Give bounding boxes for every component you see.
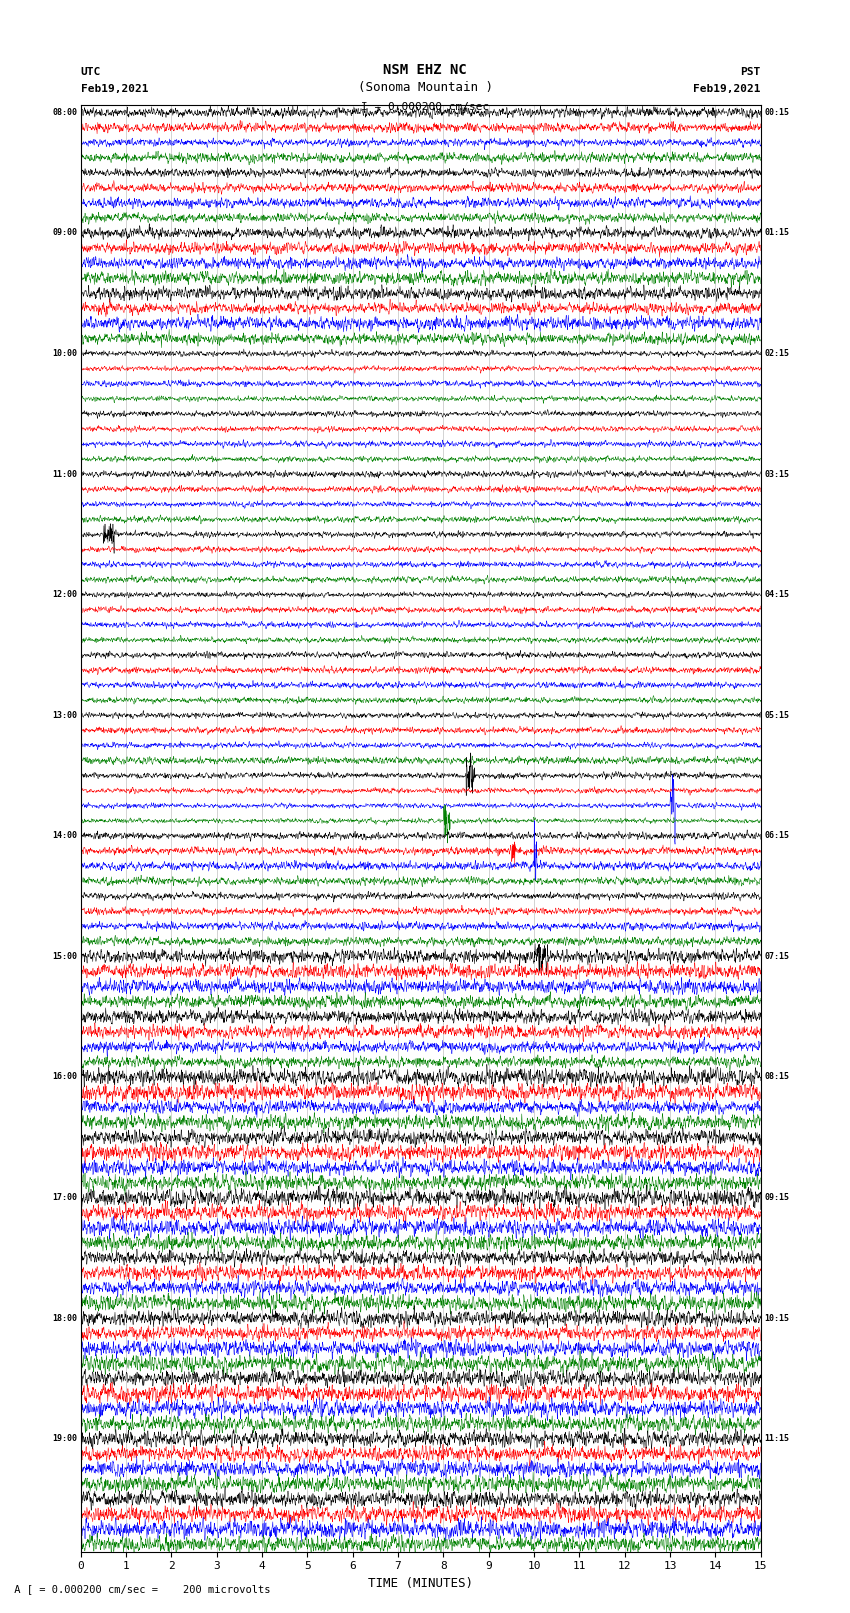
Text: 05:15: 05:15 xyxy=(764,711,789,719)
Text: 10:00: 10:00 xyxy=(53,348,77,358)
Text: (Sonoma Mountain ): (Sonoma Mountain ) xyxy=(358,81,492,94)
Text: 11:00: 11:00 xyxy=(53,469,77,479)
Text: 13:00: 13:00 xyxy=(53,711,77,719)
Text: A [ = 0.000200 cm/sec =    200 microvolts: A [ = 0.000200 cm/sec = 200 microvolts xyxy=(8,1584,271,1594)
Text: 07:15: 07:15 xyxy=(764,952,789,961)
Text: UTC: UTC xyxy=(81,68,101,77)
Text: 01:15: 01:15 xyxy=(764,229,789,237)
Text: 03:15: 03:15 xyxy=(764,469,789,479)
Text: 06:15: 06:15 xyxy=(764,831,789,840)
Text: 16:00: 16:00 xyxy=(53,1073,77,1081)
Text: 04:15: 04:15 xyxy=(764,590,789,598)
Text: 08:00: 08:00 xyxy=(53,108,77,116)
Text: 18:00: 18:00 xyxy=(53,1313,77,1323)
Text: Feb19,2021: Feb19,2021 xyxy=(81,84,148,94)
Text: 02:15: 02:15 xyxy=(764,348,789,358)
Text: 19:00: 19:00 xyxy=(53,1434,77,1444)
Text: I = 0.000200 cm/sec: I = 0.000200 cm/sec xyxy=(361,102,489,111)
X-axis label: TIME (MINUTES): TIME (MINUTES) xyxy=(368,1578,473,1590)
Text: PST: PST xyxy=(740,68,761,77)
Text: 15:00: 15:00 xyxy=(53,952,77,961)
Text: 10:15: 10:15 xyxy=(764,1313,789,1323)
Text: 12:00: 12:00 xyxy=(53,590,77,598)
Text: NSM EHZ NC: NSM EHZ NC xyxy=(383,63,467,77)
Text: 11:15: 11:15 xyxy=(764,1434,789,1444)
Text: 17:00: 17:00 xyxy=(53,1194,77,1202)
Text: 00:15: 00:15 xyxy=(764,108,789,116)
Text: Feb19,2021: Feb19,2021 xyxy=(694,84,761,94)
Text: 14:00: 14:00 xyxy=(53,831,77,840)
Text: 09:15: 09:15 xyxy=(764,1194,789,1202)
Text: 09:00: 09:00 xyxy=(53,229,77,237)
Text: 08:15: 08:15 xyxy=(764,1073,789,1081)
